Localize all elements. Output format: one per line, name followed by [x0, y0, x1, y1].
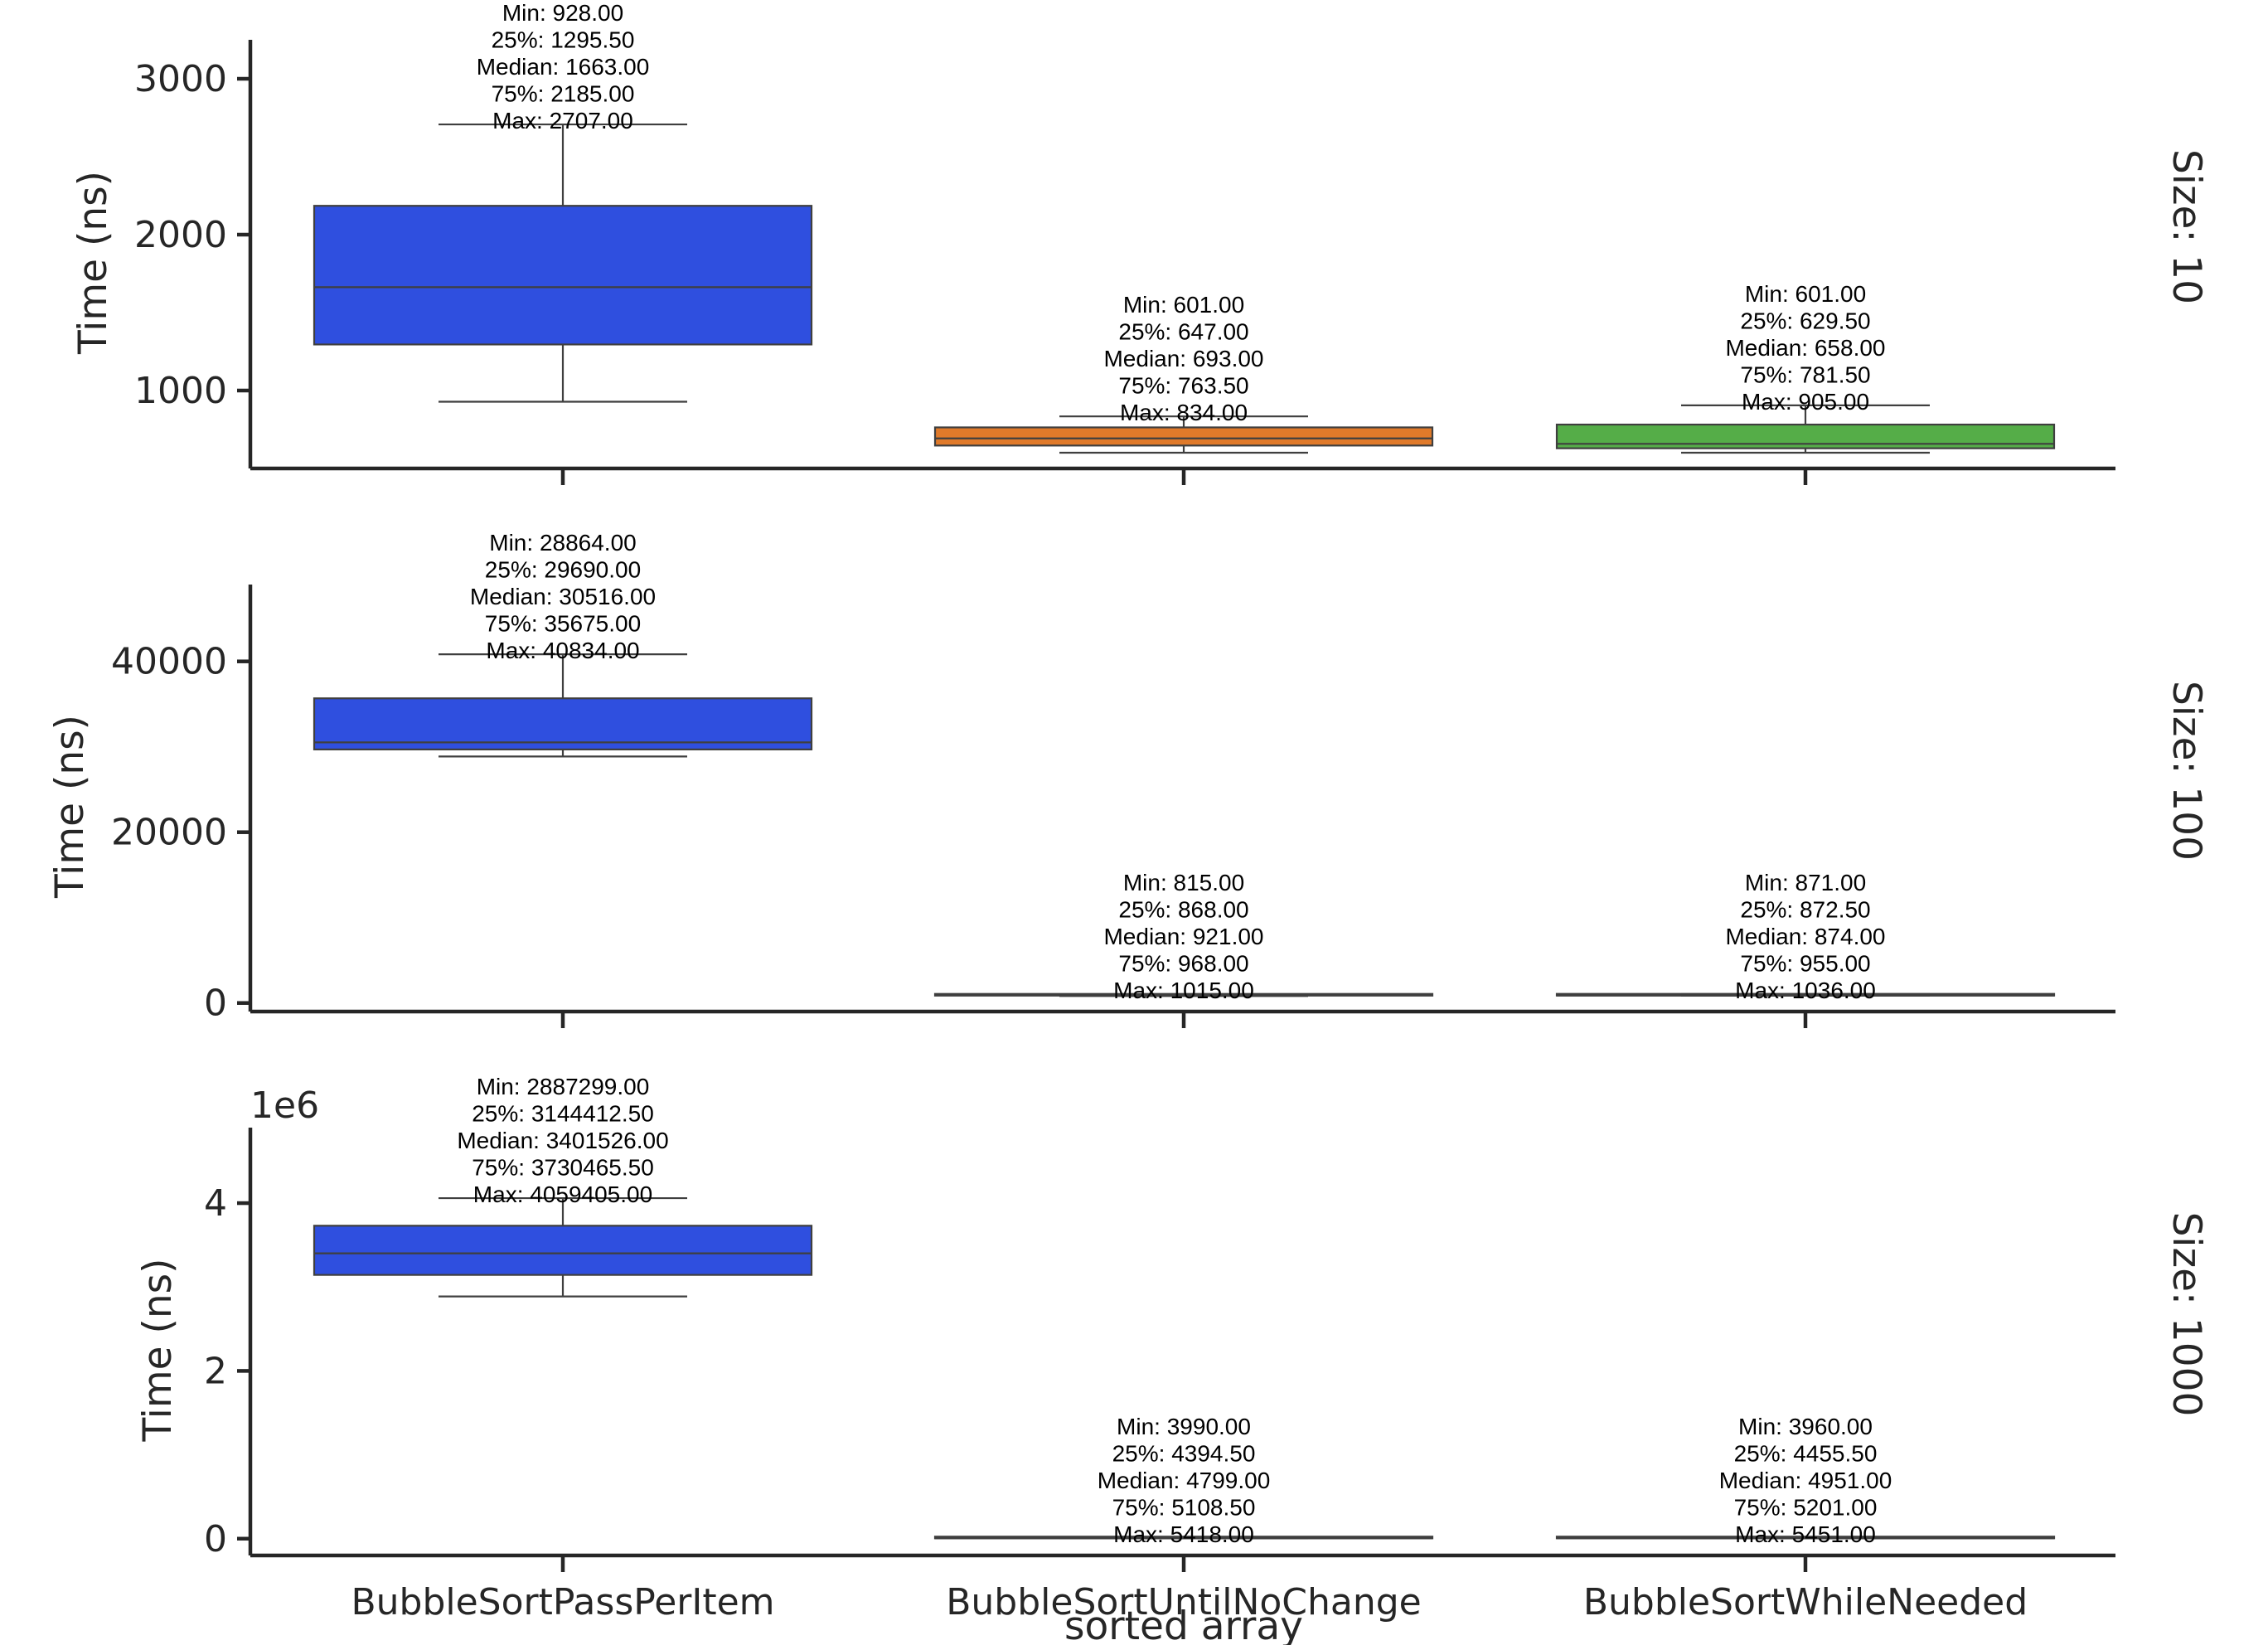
panels: 1000 2000 3000 Time (ns) Size: 10 Min: 928.00… — [47, 0, 2209, 1623]
iqr-box — [313, 697, 813, 750]
stats-annotation-line: Min: 2887299.00 — [477, 1074, 650, 1099]
stats-annotation-line: Max: 5418.00 — [1113, 1521, 1254, 1547]
x-axis-title: sorted array — [1064, 1604, 1303, 1645]
stats-annotation-line: Max: 4059405.00 — [473, 1182, 652, 1207]
stats-annotation-line: Min: 3990.00 — [1117, 1414, 1251, 1439]
stats-annotation-line: Median: 921.00 — [1103, 924, 1263, 949]
stats-annotation-line: Max: 834.00 — [1120, 400, 1248, 425]
iqr-box — [933, 426, 1434, 447]
row-label: Size: 100 — [2164, 681, 2209, 861]
stats-annotation-line: 25%: 868.00 — [1118, 897, 1248, 923]
y-tick-label: 0 — [204, 1518, 227, 1560]
stats-annotation-line: 25%: 872.50 — [1740, 897, 1870, 923]
stats-annotation-line: Median: 874.00 — [1725, 924, 1885, 949]
y-axis-title: Time (ns) — [47, 715, 93, 899]
stats-annotation-line: Max: 5451.00 — [1735, 1521, 1876, 1547]
y-axis-title: Time (ns) — [135, 1259, 181, 1443]
row-label: Size: 10 — [2164, 149, 2209, 304]
y-tick-label: 0 — [204, 983, 227, 1025]
stats-annotation-line: 75%: 781.50 — [1740, 362, 1870, 387]
y-tick-label: 2000 — [134, 214, 227, 256]
panel-2: 0 20000 40000 Time (ns) Size: 100 Min: 28864.… — [47, 530, 2209, 1028]
stats-annotation-line: Max: 1036.00 — [1735, 978, 1876, 1003]
stats-annotation-line: 75%: 3730465.50 — [472, 1155, 654, 1181]
iqr-box — [313, 205, 813, 346]
stats-annotation-line: Max: 2707.00 — [492, 108, 633, 133]
stats-annotation-line: Median: 658.00 — [1725, 335, 1885, 361]
stats-annotation-line: Median: 3401526.00 — [457, 1128, 668, 1153]
row-label: Size: 1000 — [2164, 1212, 2209, 1417]
stats-annotation-line: 75%: 763.50 — [1118, 373, 1248, 399]
stats-annotation-line: 75%: 5201.00 — [1734, 1495, 1878, 1521]
stats-annotation-line: Max: 40834.00 — [486, 638, 639, 663]
stats-annotation-line: Median: 693.00 — [1103, 346, 1263, 371]
y-tick-label: 2 — [204, 1350, 227, 1392]
stats-annotation-line: Min: 28864.00 — [489, 530, 636, 556]
y-tick-label: 4 — [204, 1182, 227, 1225]
stats-annotation-line: 25%: 4394.50 — [1112, 1441, 1256, 1467]
panel-1: 1000 2000 3000 Time (ns) Size: 10 Min: 928.00… — [70, 0, 2209, 485]
stats-annotation-line: 75%: 968.00 — [1118, 951, 1248, 977]
stats-annotation-line: Min: 871.00 — [1745, 870, 1866, 895]
stats-annotation-line: Min: 601.00 — [1123, 292, 1244, 318]
stats-annotation-line: 25%: 3144412.50 — [472, 1101, 654, 1127]
stats-annotation-line: 25%: 647.00 — [1118, 319, 1248, 345]
stats-annotation-line: Min: 928.00 — [502, 0, 623, 26]
stats-annotation-line: Max: 1015.00 — [1113, 978, 1254, 1003]
panel-3: 0 2 4 Time (ns) 1e6 Size: 1000 Min: 2887299.00… — [135, 1074, 2209, 1623]
stats-annotation-line: Median: 4799.00 — [1098, 1468, 1271, 1493]
y-tick-label: 20000 — [111, 812, 227, 854]
stats-annotation-line: Median: 30516.00 — [470, 584, 656, 609]
stats-annotation-line: 25%: 629.50 — [1740, 308, 1870, 333]
stats-annotation-line: Min: 3960.00 — [1738, 1414, 1873, 1439]
y-tick-label: 3000 — [134, 58, 227, 100]
stats-annotation-line: Min: 601.00 — [1745, 281, 1866, 307]
y-axis-title: Time (ns) — [70, 171, 116, 355]
y-tick-label: 1000 — [134, 370, 227, 412]
stats-annotation-line: 75%: 5108.50 — [1112, 1495, 1256, 1521]
stats-annotation-line: Min: 815.00 — [1123, 870, 1244, 895]
stats-annotation-line: 25%: 1295.50 — [492, 27, 635, 53]
stats-annotation-line: Max: 905.00 — [1742, 389, 1869, 415]
y-offset-label: 1e6 — [250, 1085, 319, 1127]
stats-annotation-line: 25%: 29690.00 — [485, 557, 641, 583]
x-category-label: BubbleSortWhileNeeded — [1583, 1581, 2028, 1623]
stats-annotation-line: 25%: 4455.50 — [1734, 1441, 1878, 1467]
x-category-label: BubbleSortUntilNoChange — [946, 1581, 1422, 1623]
x-category-label: BubbleSortPassPerItem — [351, 1581, 774, 1623]
stats-annotation-line: 75%: 2185.00 — [492, 81, 635, 107]
stats-annotation-line: 75%: 955.00 — [1740, 951, 1870, 977]
iqr-box — [313, 1225, 813, 1276]
stats-annotation-line: Median: 1663.00 — [477, 54, 650, 80]
stats-annotation-line: Median: 4951.00 — [1719, 1468, 1892, 1493]
y-tick-label: 40000 — [111, 641, 227, 683]
stats-annotation-line: 75%: 35675.00 — [485, 611, 641, 637]
